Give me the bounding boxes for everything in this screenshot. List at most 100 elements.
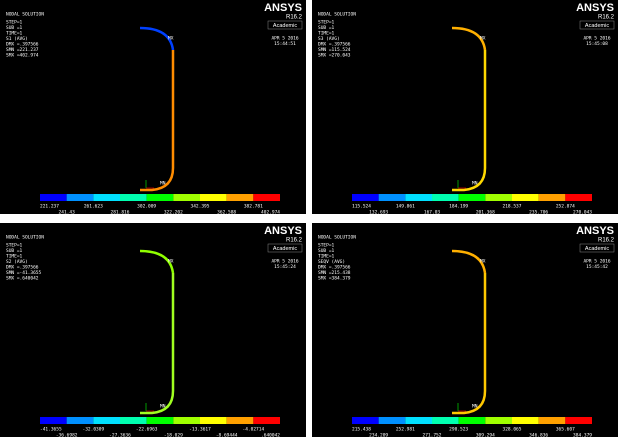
legend-label: 346.836 bbox=[529, 433, 548, 438]
date: APR 5 2016 bbox=[583, 259, 610, 265]
legend-swatch bbox=[432, 417, 459, 424]
panel-canvas: NODAL SOLUTIONSTEP=1SUB =1TIME=1S3 (AVG)… bbox=[312, 0, 618, 214]
marker-max: MX bbox=[168, 36, 174, 42]
info-line: TIME=1 bbox=[318, 254, 335, 260]
info-line: DMX =.397566 bbox=[318, 42, 351, 48]
legend-swatch bbox=[539, 417, 566, 424]
legend-label: 149.861 bbox=[396, 204, 415, 210]
info-line: SEQV (AVG) bbox=[318, 259, 345, 265]
legend-swatch bbox=[93, 194, 120, 201]
legend-swatch bbox=[253, 417, 280, 424]
legend-label: 252.874 bbox=[556, 204, 575, 210]
info-line: SMX =402.974 bbox=[6, 53, 39, 59]
marker-min: MN bbox=[160, 181, 166, 187]
legend-label: 309.294 bbox=[476, 433, 495, 438]
legend-swatch bbox=[40, 417, 67, 424]
info-line: STEP=1 bbox=[318, 20, 335, 26]
logo: ANSYS bbox=[576, 225, 614, 237]
legend-swatch bbox=[405, 194, 432, 201]
marker-min: MN bbox=[472, 181, 478, 187]
legend-swatch bbox=[67, 417, 94, 424]
shape-body bbox=[452, 50, 485, 190]
legend-label: 270.043 bbox=[573, 210, 592, 215]
legend-label: 382.781 bbox=[244, 204, 263, 210]
marker-min: MN bbox=[160, 404, 166, 410]
panel-title: NODAL SOLUTION bbox=[6, 12, 44, 18]
marker-min: MN bbox=[472, 404, 478, 410]
legend-swatch bbox=[40, 194, 67, 201]
logo: ANSYS bbox=[264, 2, 302, 14]
version: R16.2 bbox=[598, 238, 615, 244]
shape-body bbox=[140, 50, 173, 190]
marker-max: MX bbox=[480, 36, 486, 42]
time: 15:45:24 bbox=[274, 264, 296, 270]
legend-swatch bbox=[432, 194, 459, 201]
legend-label: 115.524 bbox=[352, 204, 371, 210]
legend-label: -41.3655 bbox=[40, 427, 62, 433]
date: APR 5 2016 bbox=[583, 36, 610, 42]
info-line: SMN =221.237 bbox=[6, 47, 39, 53]
version: R16.2 bbox=[286, 15, 303, 21]
page: {"panels": [ {"title": "NODAL SOLUTION",… bbox=[0, 0, 618, 438]
legend-label: 271.752 bbox=[423, 433, 442, 438]
legend-swatch bbox=[173, 194, 200, 201]
version: R16.2 bbox=[286, 238, 303, 244]
info-line: STEP=1 bbox=[6, 243, 23, 249]
legend-label: 184.199 bbox=[449, 204, 468, 210]
date: APR 5 2016 bbox=[271, 36, 298, 42]
info-line: SMX =384.379 bbox=[318, 276, 351, 282]
info-line: STEP=1 bbox=[6, 20, 23, 26]
legend-label: -4.02714 bbox=[242, 427, 264, 433]
legend-label: 362.588 bbox=[217, 210, 236, 215]
license: Academic bbox=[585, 246, 609, 252]
info-line: SUB =1 bbox=[6, 25, 23, 31]
info-line: SUB =1 bbox=[318, 25, 335, 31]
legend-label: -22.6963 bbox=[136, 427, 158, 433]
logo: ANSYS bbox=[576, 2, 614, 14]
legend-swatch bbox=[352, 194, 379, 201]
legend-swatch bbox=[93, 417, 120, 424]
legend-swatch bbox=[147, 194, 174, 201]
info-line: S2 (AVG) bbox=[6, 259, 28, 265]
legend-label: 218.537 bbox=[503, 204, 522, 210]
legend-label: 290.523 bbox=[449, 427, 468, 433]
legend-label: 365.607 bbox=[556, 427, 575, 433]
legend-swatch bbox=[120, 417, 147, 424]
info-line: SMN =-41.3655 bbox=[6, 270, 42, 276]
info-line: SMN =215.438 bbox=[318, 270, 351, 276]
legend-label: 322.202 bbox=[164, 210, 183, 215]
legend-label: 167.03 bbox=[424, 210, 441, 215]
legend-label: 215.438 bbox=[352, 427, 371, 433]
legend-label: -36.6982 bbox=[56, 433, 78, 438]
info-line: SUB =1 bbox=[6, 248, 23, 254]
legend-label: -27.3636 bbox=[109, 433, 131, 438]
legend-label: 235.706 bbox=[529, 210, 548, 215]
legend-swatch bbox=[539, 194, 566, 201]
legend-swatch bbox=[253, 194, 280, 201]
legend-label: 342.395 bbox=[191, 204, 210, 210]
legend-label: 241.43 bbox=[59, 210, 76, 215]
legend-swatch bbox=[565, 194, 592, 201]
legend-swatch bbox=[485, 417, 512, 424]
legend-swatch bbox=[565, 417, 592, 424]
info-line: STEP=1 bbox=[318, 243, 335, 249]
info-line: DMX =.397566 bbox=[6, 265, 39, 271]
info-line: DMX =.397566 bbox=[318, 265, 351, 271]
legend-label: 302.009 bbox=[137, 204, 156, 210]
legend-label: 221.237 bbox=[40, 204, 59, 210]
version: R16.2 bbox=[598, 15, 615, 21]
legend-swatch bbox=[147, 417, 174, 424]
panel-title: NODAL SOLUTION bbox=[318, 12, 356, 18]
info-line: TIME=1 bbox=[6, 31, 23, 37]
info-line: S1 (AVG) bbox=[6, 36, 28, 42]
legend-swatch bbox=[352, 417, 379, 424]
legend-swatch bbox=[227, 417, 254, 424]
legend-swatch bbox=[120, 194, 147, 201]
time: 15:44:51 bbox=[274, 41, 296, 47]
panel-title: NODAL SOLUTION bbox=[6, 235, 44, 241]
legend-swatch bbox=[459, 194, 486, 201]
